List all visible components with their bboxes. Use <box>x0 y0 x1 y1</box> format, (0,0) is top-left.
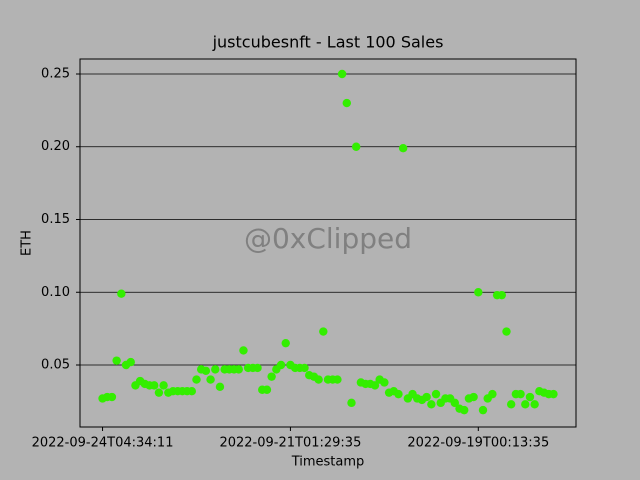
x-tick-label: 2022-09-24T04:34:11 <box>32 436 174 451</box>
point <box>300 363 309 373</box>
point <box>516 389 525 399</box>
point <box>154 388 164 397</box>
point <box>126 357 135 367</box>
point <box>427 400 436 409</box>
plot-frame <box>79 58 577 428</box>
point <box>497 290 506 300</box>
point <box>370 381 380 390</box>
point <box>234 365 243 374</box>
point <box>530 400 539 409</box>
point <box>398 143 408 153</box>
point <box>525 392 535 402</box>
point <box>112 356 121 365</box>
point <box>380 378 389 387</box>
point <box>450 398 460 408</box>
y-axis-label: ETH <box>20 230 35 256</box>
point <box>478 405 488 415</box>
point <box>521 400 530 409</box>
point <box>314 375 323 384</box>
point <box>469 392 478 402</box>
point <box>239 346 248 355</box>
x-tick-label: 2022-09-19T00:13:35 <box>407 436 549 451</box>
y-tick-label: 0.20 <box>41 139 70 154</box>
y-tick-label: 0.05 <box>41 358 70 373</box>
x-axis-label: Timestamp <box>291 455 365 470</box>
point <box>549 389 558 399</box>
point <box>333 375 342 384</box>
point <box>347 398 356 408</box>
point <box>502 327 511 336</box>
point <box>211 365 220 374</box>
point <box>422 392 431 402</box>
y-tick-label: 0.15 <box>41 212 70 227</box>
point <box>107 392 117 402</box>
point <box>351 142 361 151</box>
point <box>319 327 328 336</box>
y-tick-label: 0.25 <box>41 66 70 81</box>
point <box>159 381 168 390</box>
point <box>262 385 272 394</box>
point <box>206 375 215 384</box>
point <box>192 375 201 384</box>
chart-title: justcubesnft - Last 100 Sales <box>212 33 444 52</box>
point <box>253 363 262 373</box>
point <box>394 389 403 399</box>
y-tick-label: 0.10 <box>41 285 70 300</box>
point <box>431 389 441 399</box>
x-tick-label: 2022-09-21T01:29:35 <box>219 436 361 451</box>
point <box>342 98 351 108</box>
point <box>460 405 469 415</box>
point <box>267 372 276 381</box>
point <box>117 289 126 298</box>
watermark: @0xClipped <box>244 222 412 255</box>
point <box>150 381 159 390</box>
point <box>474 288 483 297</box>
point <box>506 400 516 409</box>
point <box>276 360 286 370</box>
point <box>337 69 347 79</box>
point <box>187 387 196 396</box>
point <box>201 366 211 376</box>
point <box>488 389 497 399</box>
point <box>281 338 290 348</box>
point <box>215 382 225 392</box>
